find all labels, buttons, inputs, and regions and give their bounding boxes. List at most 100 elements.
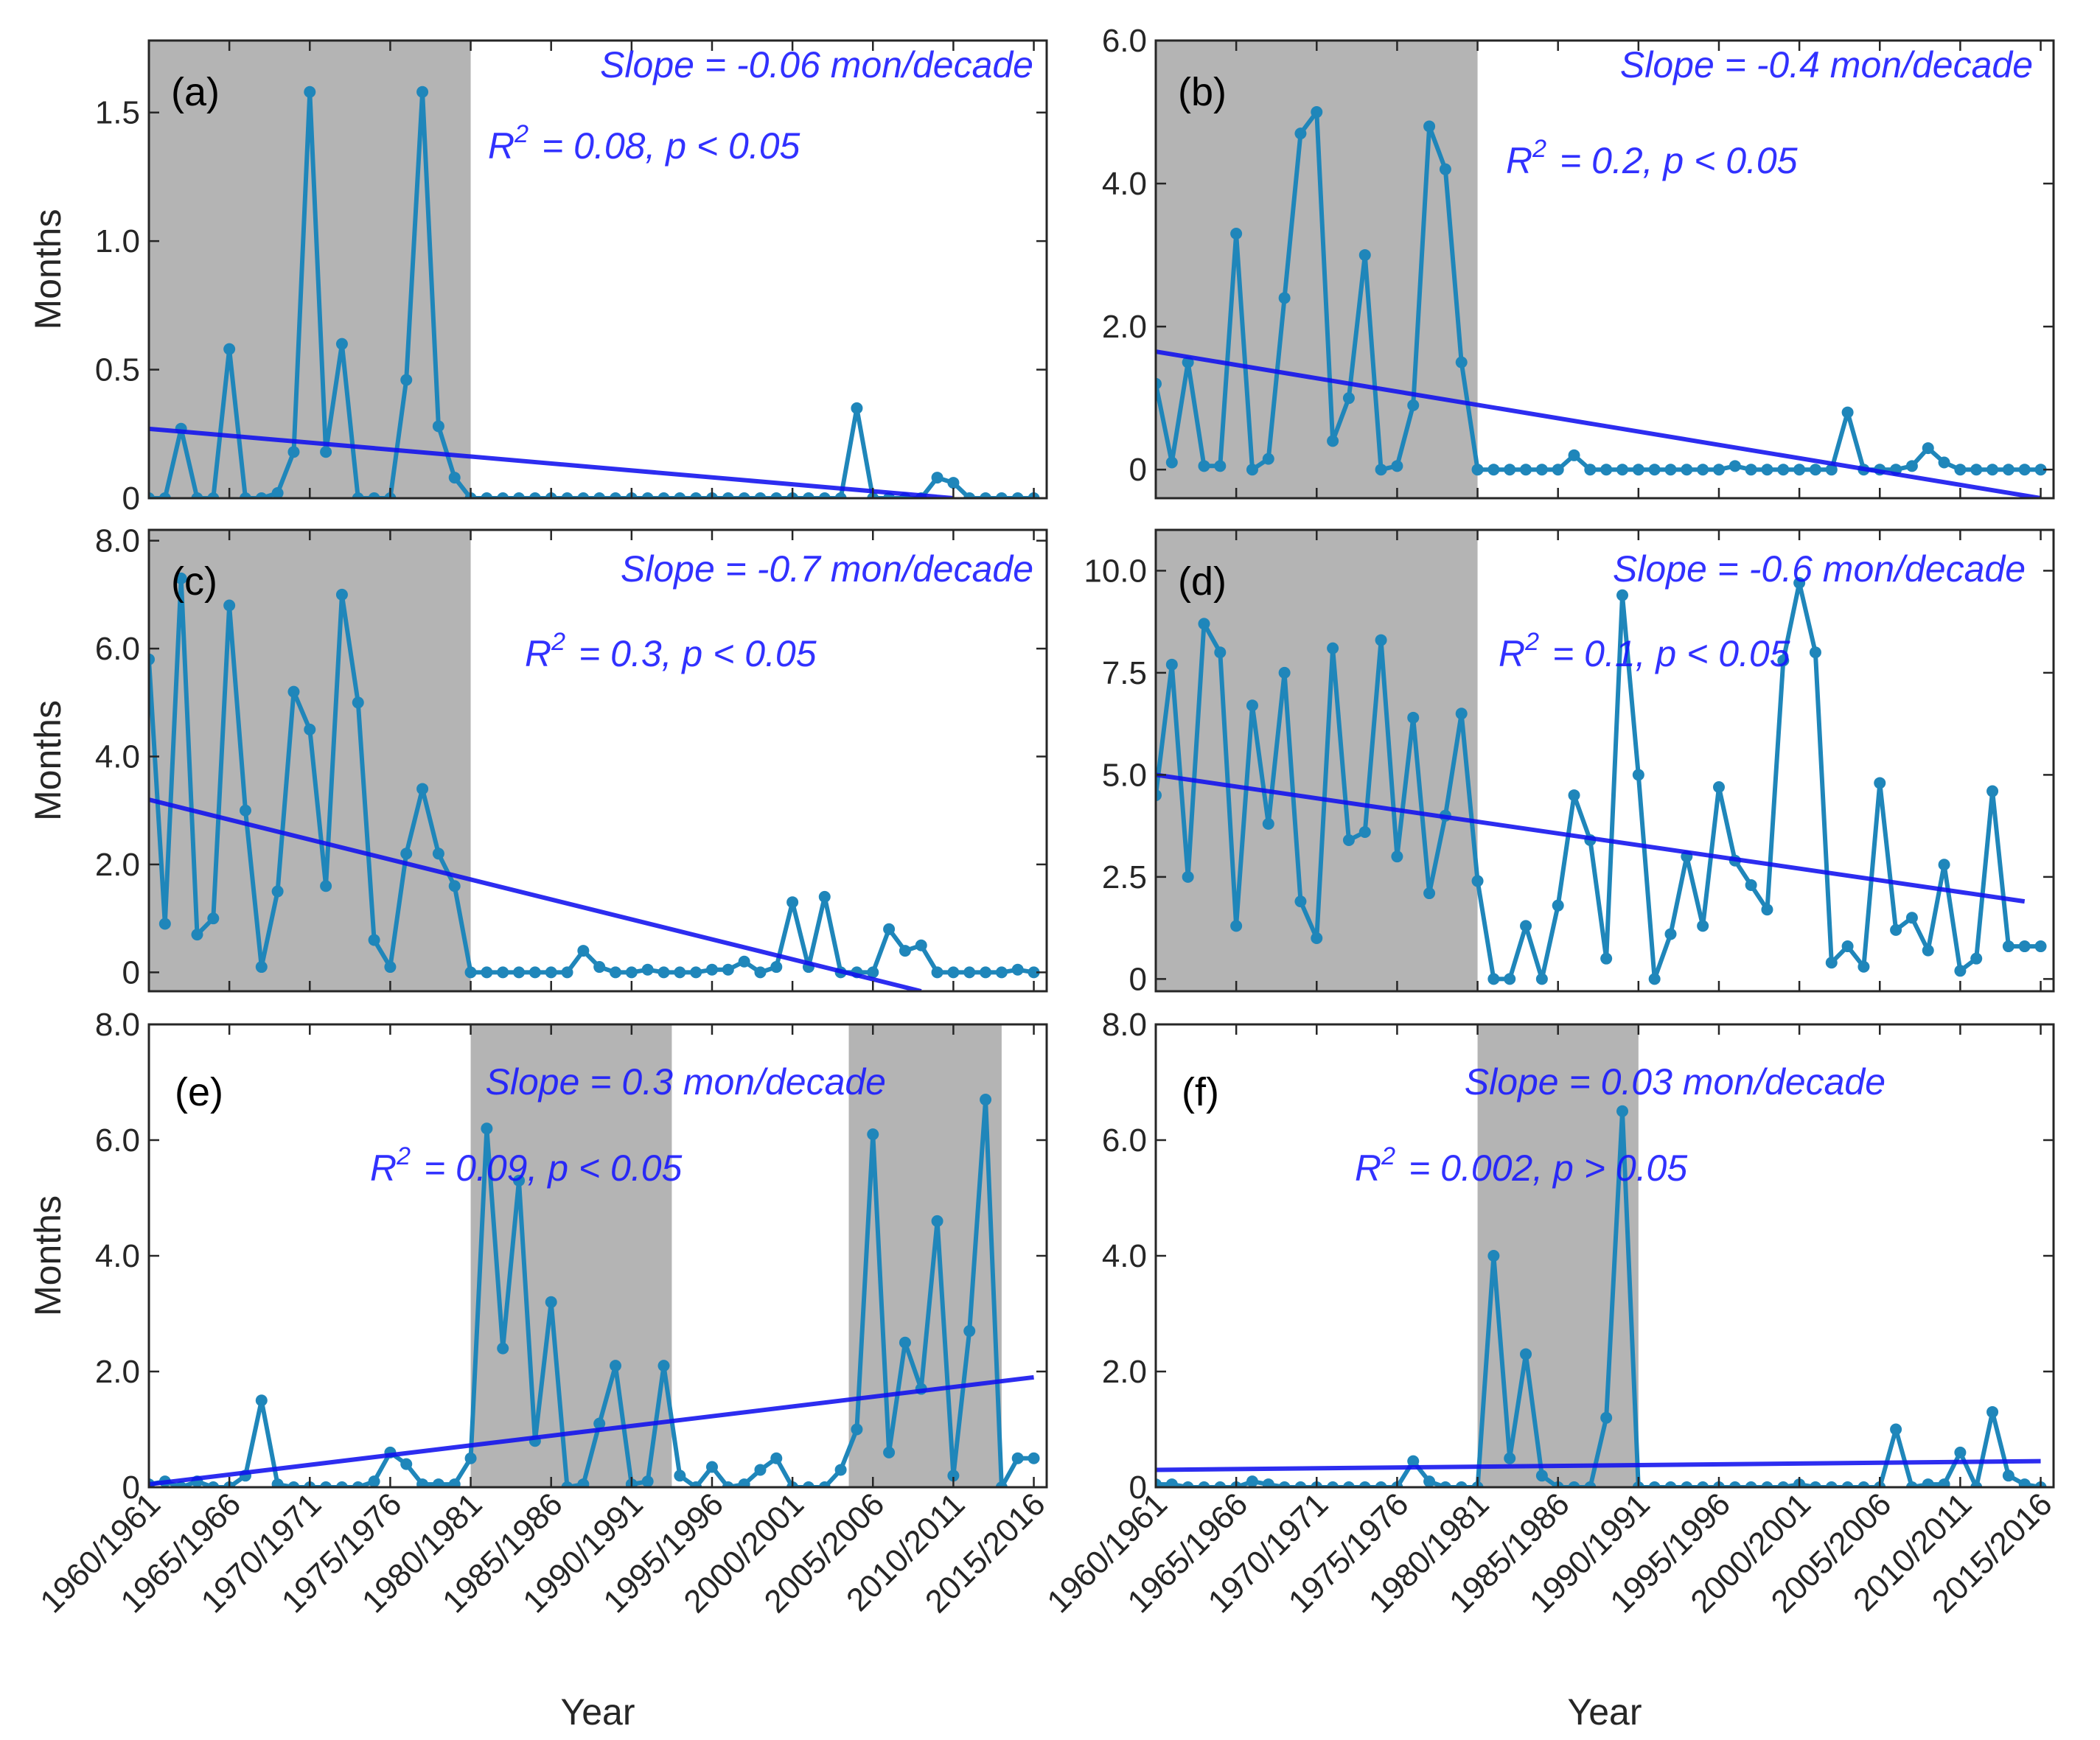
data-point	[705, 963, 718, 976]
data-point	[1011, 1452, 1024, 1464]
data-point	[1841, 940, 1854, 953]
data-point	[1262, 453, 1274, 465]
data-point	[1600, 464, 1613, 476]
data-point	[1504, 1452, 1516, 1464]
data-point	[1165, 658, 1178, 671]
data-point	[287, 1481, 300, 1487]
data-point	[304, 723, 316, 736]
data-point	[818, 1481, 831, 1487]
y-tick-label: 1.5	[95, 95, 140, 131]
y-tick-label: 0	[122, 1470, 140, 1506]
data-point	[802, 1481, 814, 1487]
r2-superscript: 2	[1381, 1142, 1395, 1170]
data-point	[593, 1417, 606, 1430]
data-point	[1616, 589, 1629, 601]
data-point	[980, 492, 992, 498]
data-point	[1198, 618, 1210, 630]
data-point	[851, 1423, 863, 1436]
data-point	[1600, 1411, 1613, 1424]
series-line	[149, 89, 1034, 498]
data-point	[1970, 952, 1983, 965]
y-tick-label: 8.0	[95, 523, 140, 559]
data-point	[625, 966, 638, 979]
data-point	[963, 966, 976, 979]
data-point	[754, 966, 767, 979]
data-point	[674, 1470, 686, 1482]
data-point	[867, 1128, 879, 1141]
data-point	[980, 966, 992, 979]
data-point	[722, 963, 734, 976]
data-point	[610, 1360, 622, 1372]
trend-line	[1156, 349, 2042, 498]
data-point	[1246, 1475, 1258, 1487]
data-point	[175, 572, 187, 584]
panel-letter: (c)	[171, 559, 217, 604]
data-point	[1712, 781, 1725, 794]
panel-e: 02.04.06.08.01960/19611965/19661970/1971…	[27, 1007, 1053, 1733]
y-tick-label: 4.0	[95, 1238, 140, 1274]
data-point	[1471, 464, 1484, 476]
data-point	[1520, 1348, 1532, 1360]
data-point	[1874, 777, 1886, 789]
data-point	[1986, 1405, 1999, 1418]
data-point	[1182, 1481, 1194, 1487]
data-point	[947, 966, 960, 979]
data-point	[368, 1475, 380, 1487]
y-tick-label: 0.5	[95, 352, 140, 388]
x-axis-title: Year	[1567, 1691, 1642, 1733]
data-point	[1278, 1481, 1291, 1487]
data-point	[1358, 1481, 1371, 1487]
panel-letter: (f)	[1182, 1070, 1219, 1114]
data-point	[690, 492, 702, 498]
data-point	[1648, 464, 1661, 476]
data-point	[690, 966, 702, 979]
data-point	[657, 492, 670, 498]
slope-annotation: Slope = 0.03 mon/decade	[1465, 1061, 1886, 1103]
data-point	[818, 890, 831, 903]
data-point	[513, 1174, 526, 1187]
y-tick-label: 2.0	[95, 847, 140, 883]
data-point	[1165, 1478, 1178, 1487]
data-point	[368, 492, 380, 498]
data-point	[1471, 875, 1484, 887]
plot-frame	[147, 39, 1048, 500]
data-point	[1584, 1481, 1597, 1487]
data-point	[915, 939, 927, 951]
data-point	[2018, 464, 2031, 476]
data-point	[1697, 464, 1709, 476]
data-point	[1986, 785, 1999, 797]
data-point	[368, 934, 380, 946]
data-point	[1455, 1481, 1468, 1487]
data-point	[158, 492, 171, 498]
data-point	[207, 492, 220, 498]
data-point	[1568, 1481, 1580, 1487]
data-point	[1841, 406, 1854, 419]
data-point	[1970, 464, 1983, 476]
y-tick-label: 0	[1129, 961, 1147, 997]
data-point	[641, 963, 654, 976]
y-tick-label: 0	[122, 481, 140, 517]
x-axis-title: Year	[560, 1691, 635, 1733]
data-point	[1198, 1481, 1210, 1487]
data-point	[738, 1478, 750, 1487]
data-point	[1375, 1481, 1387, 1487]
data-point	[432, 420, 444, 433]
data-point	[674, 492, 686, 498]
data-point	[963, 492, 976, 498]
data-point	[239, 804, 251, 817]
data-point	[1890, 923, 1902, 936]
data-point	[1198, 460, 1210, 472]
data-point	[448, 880, 461, 892]
data-point	[255, 492, 268, 498]
y-tick-label: 4.0	[1102, 166, 1147, 202]
data-point	[481, 966, 493, 979]
r2-annotation: R2 = 0.002, p > 0.05	[1355, 1142, 1687, 1189]
data-point	[158, 918, 171, 930]
data-point	[1487, 464, 1500, 476]
data-point	[770, 492, 783, 498]
data-point	[1156, 377, 1162, 390]
data-point	[1938, 1478, 1950, 1487]
series-line	[1156, 581, 2041, 982]
data-point	[1809, 464, 1821, 476]
data-point	[416, 85, 429, 98]
